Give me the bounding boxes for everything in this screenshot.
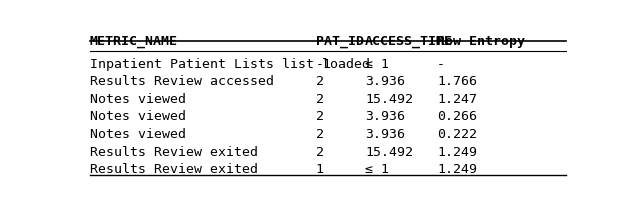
Text: Notes viewed: Notes viewed (90, 128, 186, 141)
Text: Results Review exited: Results Review exited (90, 163, 258, 176)
Text: 1.249: 1.249 (437, 146, 477, 159)
Text: 0.266: 0.266 (437, 110, 477, 123)
Text: Results Review accessed: Results Review accessed (90, 75, 274, 88)
Text: 15.492: 15.492 (365, 93, 413, 106)
Text: 1.247: 1.247 (437, 93, 477, 106)
Text: ≤ 1: ≤ 1 (365, 58, 389, 71)
Text: 1.766: 1.766 (437, 75, 477, 88)
Text: 2: 2 (316, 110, 324, 123)
Text: 2: 2 (316, 75, 324, 88)
Text: 3.936: 3.936 (365, 75, 405, 88)
Text: 2: 2 (316, 146, 324, 159)
Text: 3.936: 3.936 (365, 128, 405, 141)
Text: ≤ 1: ≤ 1 (365, 163, 389, 176)
Text: -: - (437, 58, 445, 71)
Text: Notes viewed: Notes viewed (90, 93, 186, 106)
Text: PAT_ID: PAT_ID (316, 35, 364, 48)
Text: METRIC_NAME: METRIC_NAME (90, 35, 178, 48)
Text: 2: 2 (316, 128, 324, 141)
Text: ACCESS_TIME: ACCESS_TIME (365, 35, 453, 48)
Text: 0.222: 0.222 (437, 128, 477, 141)
Text: 1.249: 1.249 (437, 163, 477, 176)
Text: Results Review exited: Results Review exited (90, 146, 258, 159)
Text: 1: 1 (316, 163, 324, 176)
Text: 15.492: 15.492 (365, 146, 413, 159)
Text: 2: 2 (316, 93, 324, 106)
Text: Inpatient Patient Lists list loaded: Inpatient Patient Lists list loaded (90, 58, 370, 71)
Text: Notes viewed: Notes viewed (90, 110, 186, 123)
Text: -1: -1 (316, 58, 332, 71)
Text: Row Entropy: Row Entropy (437, 35, 525, 48)
Text: 3.936: 3.936 (365, 110, 405, 123)
